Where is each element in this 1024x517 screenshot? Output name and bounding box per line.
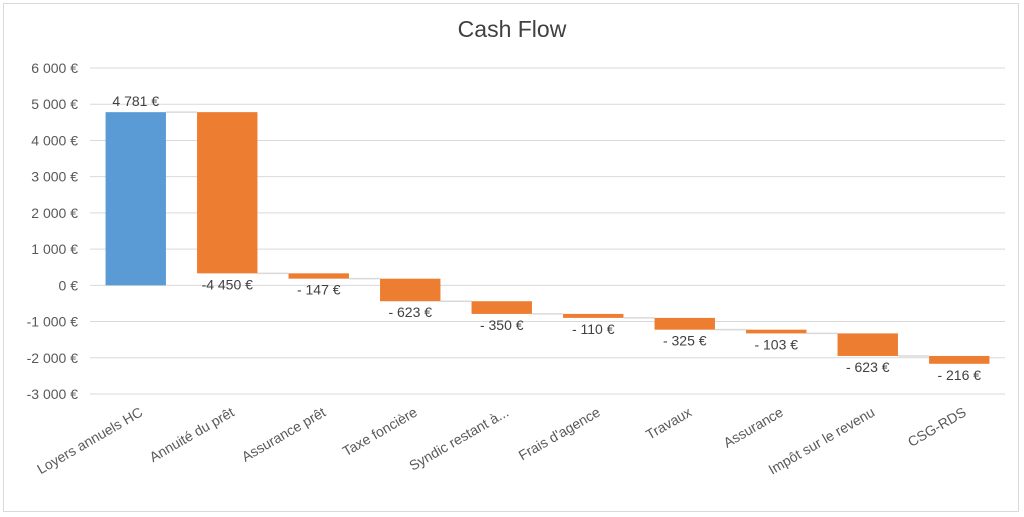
category-label: CSG-RDS [905, 404, 969, 450]
connector-lines [165, 111, 930, 357]
y-tick-label: 3 000 € [31, 169, 78, 185]
category-labels: Loyers annuels HC Annuité du prêt Assuranc… [34, 404, 969, 478]
bar [563, 313, 624, 318]
y-tick-label: 6 000 € [31, 60, 78, 76]
bar [837, 333, 898, 356]
y-tick-label: -1 000 € [27, 314, 79, 330]
category-label: Syndic restant à... [406, 404, 511, 474]
bar [654, 317, 715, 330]
data-label: - 623 € [388, 304, 432, 320]
bars [105, 112, 990, 364]
y-tick-label: 0 € [59, 277, 79, 293]
bar [471, 301, 532, 314]
category-label: Loyers annuels HC [34, 404, 145, 477]
category-label: Taxe foncière [340, 404, 420, 460]
chart-title: Cash Flow [457, 16, 567, 42]
y-tick-label: 4 000 € [31, 132, 78, 148]
data-label: - 350 € [480, 317, 524, 333]
y-tick-label: 5 000 € [31, 96, 78, 112]
data-labels: 4 781 € -4 450 € - 147 € - 623 € - 350 € - 11… [112, 93, 981, 383]
category-label: Annuité du prêt [147, 404, 237, 465]
data-label: - 216 € [937, 367, 981, 383]
data-label: - 110 € [572, 321, 615, 337]
bar [929, 355, 990, 364]
data-label: - 623 € [846, 359, 890, 375]
y-tick-label: -3 000 € [27, 386, 79, 402]
bar [197, 112, 258, 274]
y-tick-label: 1 000 € [31, 241, 78, 257]
bar [746, 329, 807, 334]
category-label: Assurance [720, 404, 785, 451]
data-label: 4 781 € [112, 93, 159, 109]
bar [288, 273, 349, 279]
chart-frame [3, 3, 1019, 512]
data-label: - 103 € [754, 336, 798, 352]
category-label: Travaux [643, 404, 694, 443]
y-tick-label: 2 000 € [31, 205, 78, 221]
y-axis-tick-labels: 6 000 € 5 000 € 4 000 € 3 000 € 2 000 € 1 000… [27, 60, 79, 402]
y-tick-label: -2 000 € [27, 350, 79, 366]
bar [380, 278, 441, 302]
data-label: -4 450 € [202, 276, 254, 292]
category-label: Frais d'agence [516, 404, 603, 464]
data-label: - 147 € [297, 282, 341, 298]
category-label: Assurance prêt [239, 404, 329, 465]
bar [105, 112, 166, 286]
data-label: - 325 € [663, 333, 707, 349]
